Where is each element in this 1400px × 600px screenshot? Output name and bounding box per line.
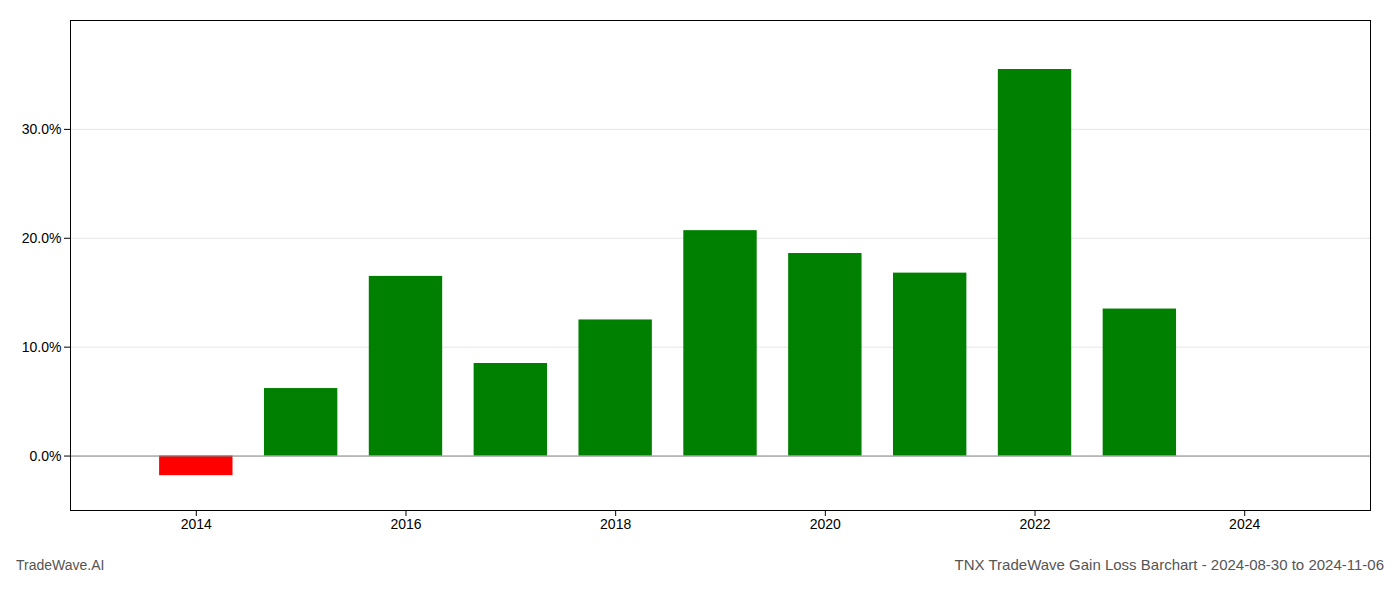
svg-text:2016: 2016 [390, 516, 421, 532]
html-text:TradeWave.AI: TradeWave.AI [16, 557, 105, 573]
svg-text:30.0%: 30.0% [22, 121, 62, 137]
html-text:TNX TradeWave Gain Loss Barcha: TNX TradeWave Gain Loss Barchart - 2024-… [954, 556, 1384, 573]
svg-text:2022: 2022 [1019, 516, 1050, 532]
svg-text:10.0%: 10.0% [22, 339, 62, 355]
svg-text:20.0%: 20.0% [22, 230, 62, 246]
svg-text:2024: 2024 [1229, 516, 1260, 532]
svg-text:2018: 2018 [600, 516, 631, 532]
svg-text:0.0%: 0.0% [30, 448, 62, 464]
svg-text:2014: 2014 [181, 516, 212, 532]
svg-text:2020: 2020 [810, 516, 841, 532]
